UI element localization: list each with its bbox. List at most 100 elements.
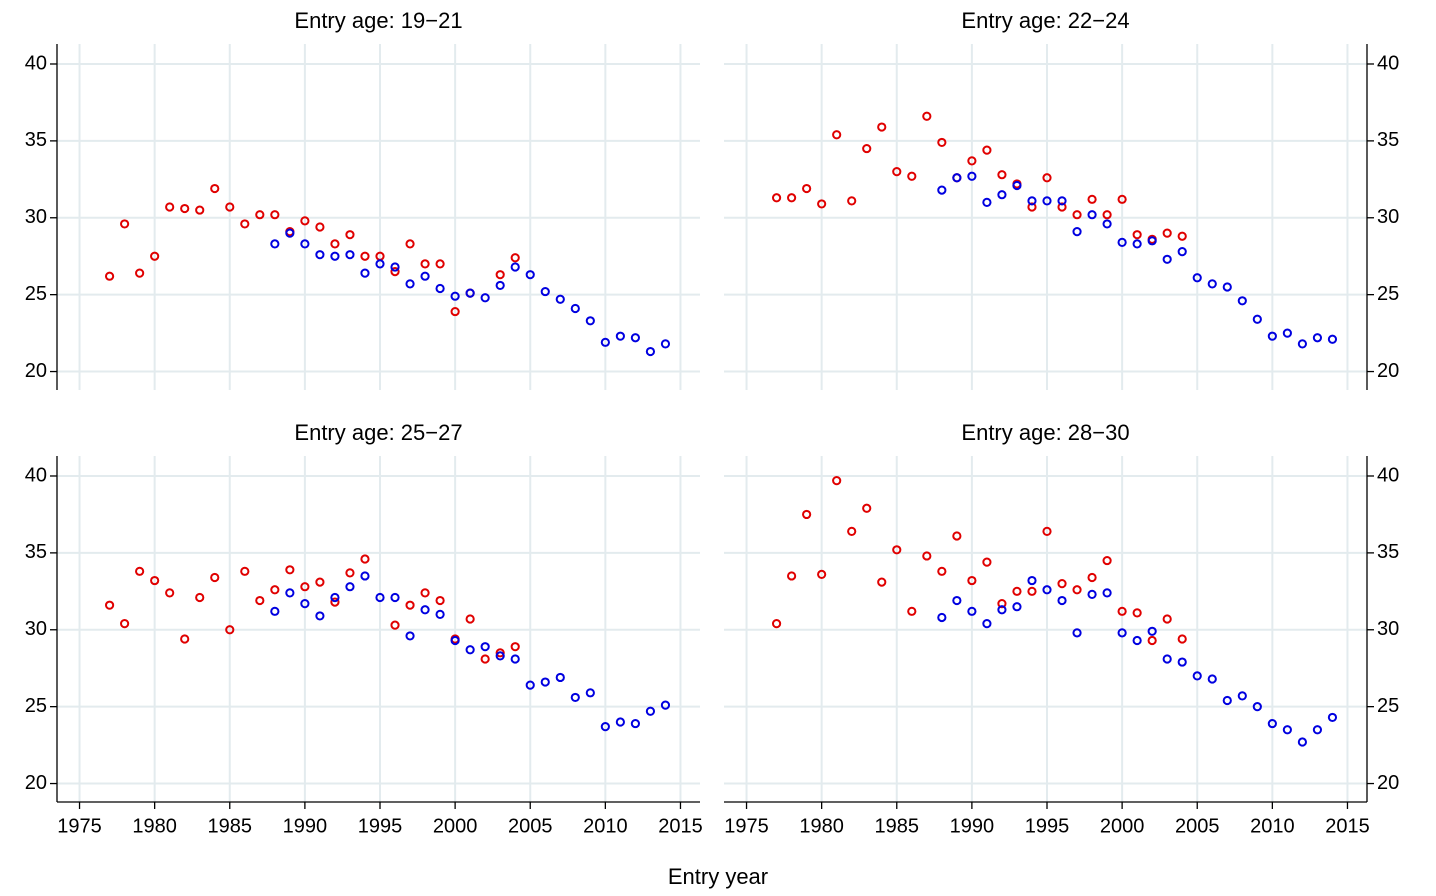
scatter-point — [495, 280, 505, 291]
scatter-point — [645, 706, 656, 716]
scatter-point — [1162, 614, 1172, 624]
x-tick-label: 2015 — [1325, 815, 1370, 837]
scatter-point — [450, 306, 460, 317]
scatter-point — [967, 575, 977, 586]
scatter-point — [345, 568, 355, 578]
scatter-point — [1147, 236, 1157, 246]
scatter-point — [360, 554, 370, 564]
scatter-point — [660, 339, 671, 349]
scatter-point — [135, 268, 145, 278]
scatter-point — [1057, 196, 1067, 206]
x-tick-label: 1975 — [57, 815, 102, 837]
scatter-point — [120, 619, 130, 629]
scatter-point — [600, 722, 610, 732]
scatter-point — [892, 545, 902, 555]
scatter-point — [832, 130, 842, 140]
scatter-point — [862, 143, 872, 154]
x-tick-label: 2005 — [1175, 815, 1220, 837]
panel-title: Entry age: 22−24 — [961, 8, 1129, 33]
scatter-point — [345, 250, 355, 260]
scatter-point — [1027, 196, 1037, 206]
scatter-point — [1162, 654, 1172, 664]
scatter-point — [1327, 334, 1338, 344]
x-tick-label: 2010 — [583, 815, 628, 837]
scatter-point — [1117, 194, 1127, 204]
scatter-point — [630, 333, 640, 343]
scatter-point — [907, 171, 917, 181]
scatter-point — [180, 634, 190, 644]
scatter-point — [420, 605, 430, 615]
scatter-point — [982, 145, 992, 155]
scatter-point — [982, 197, 992, 207]
panel-title: Entry age: 19−21 — [294, 8, 462, 33]
scatter-point — [240, 566, 250, 576]
scatter-point — [862, 503, 872, 513]
scatter-point — [420, 588, 430, 598]
x-tick-label: 1990 — [950, 815, 995, 837]
scatter-point — [405, 631, 415, 641]
scatter-point — [1102, 210, 1112, 220]
scatter-point — [967, 156, 977, 166]
scatter-point — [1312, 333, 1323, 343]
x-tick-label: 2000 — [433, 815, 478, 837]
scatter-point — [360, 268, 370, 278]
scatter-point — [405, 279, 415, 289]
y-tick-label: 20 — [1377, 772, 1399, 794]
scatter-point — [180, 203, 190, 214]
scatter-point — [570, 692, 580, 703]
scatter-point — [510, 642, 520, 652]
scatter-point — [510, 262, 520, 272]
y-tick-label: 40 — [25, 52, 47, 74]
scatter-point — [420, 271, 430, 281]
scatter-point — [495, 648, 505, 658]
scatter-point — [660, 700, 671, 710]
scatter-point — [1267, 331, 1277, 341]
scatter-point — [1027, 575, 1037, 586]
scatter-point — [937, 566, 947, 576]
scatter-point — [1282, 725, 1292, 735]
scatter-point — [165, 588, 175, 598]
scatter-point — [1102, 219, 1112, 229]
scatter-point — [615, 717, 625, 727]
scatter-point — [360, 251, 370, 261]
scatter-point — [285, 565, 295, 575]
scatter-point — [771, 193, 782, 203]
scatter-point — [967, 606, 977, 616]
scatter-point — [1297, 737, 1307, 747]
scatter-point — [1267, 718, 1277, 729]
y-tick-label: 30 — [25, 618, 47, 640]
scatter-point — [952, 531, 962, 541]
scatter-point — [405, 239, 415, 249]
scatter-point — [165, 202, 175, 212]
scatter-point — [120, 219, 130, 229]
scatter-point — [1237, 691, 1247, 701]
scatter-point — [555, 294, 565, 304]
scatter-point — [1147, 635, 1157, 646]
scatter-point — [540, 677, 550, 687]
scatter-point — [495, 270, 505, 280]
scatter-point — [1132, 608, 1142, 618]
scatter-point — [1132, 230, 1142, 240]
scatter-point — [645, 346, 656, 357]
scatter-point — [967, 171, 977, 181]
scatter-point — [1282, 328, 1292, 338]
scatter-point — [1087, 589, 1097, 600]
y-tick-label: 25 — [1377, 695, 1399, 717]
y-tick-label: 40 — [1377, 464, 1399, 486]
x-tick-label: 2010 — [1250, 815, 1295, 837]
scatter-point — [345, 582, 355, 592]
x-tick-label: 1980 — [799, 815, 844, 837]
scatter-point — [952, 595, 962, 606]
scatter-point — [1192, 671, 1202, 681]
scatter-point — [420, 259, 430, 269]
y-tick-label: 25 — [25, 695, 47, 717]
scatter-point — [1072, 628, 1082, 638]
y-tick-label: 30 — [25, 206, 47, 228]
scatter-point — [1132, 635, 1142, 646]
scatter-point — [315, 222, 325, 232]
scatter-point — [435, 283, 445, 294]
scatter-point — [495, 651, 505, 661]
scatter-point — [1117, 606, 1127, 616]
x-tick-label: 1975 — [724, 815, 769, 837]
scatter-point — [315, 611, 325, 621]
